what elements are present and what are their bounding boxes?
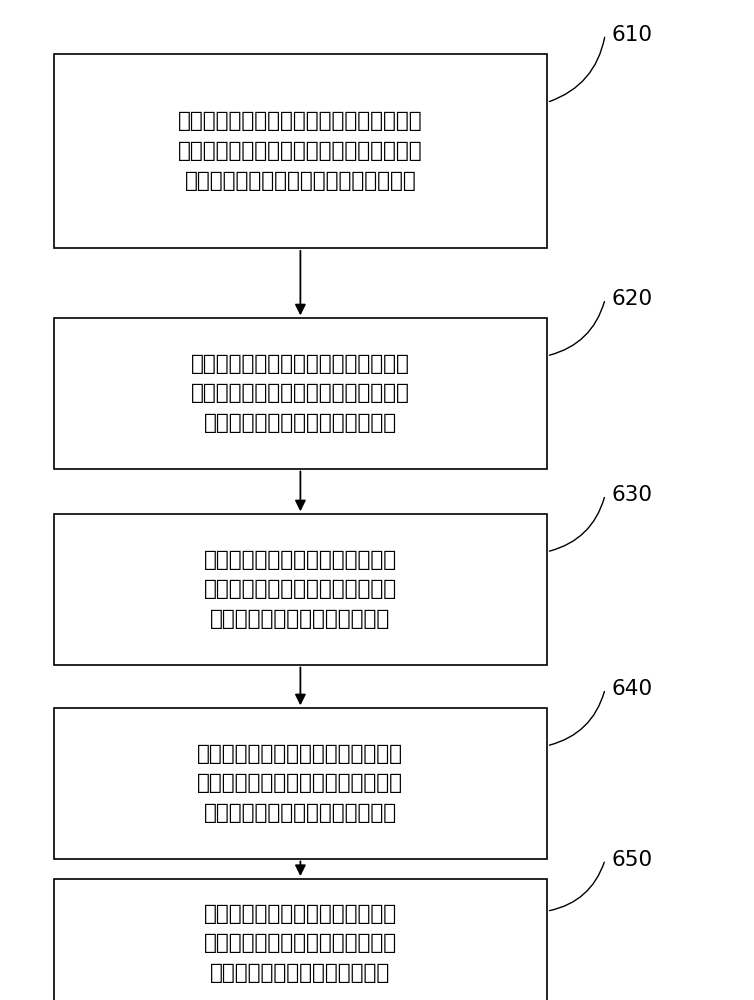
FancyBboxPatch shape (54, 708, 547, 859)
FancyBboxPatch shape (54, 514, 547, 665)
Text: 620: 620 (611, 289, 653, 309)
Text: 根据当前充电桩可用功率信息与处于以
当前充电桩可用功率信息进行充电的能
源车的当前车辆功率信息进行分析: 根据当前充电桩可用功率信息与处于以 当前充电桩可用功率信息进行充电的能 源车的当… (191, 354, 410, 433)
FancyBboxPatch shape (54, 879, 547, 1000)
Text: 根据能源车的电量信息判断当前接入充电桩
的能源车是否完成充电，若任意一辆能源车
完成充电；则切断已经完成充电的能源车: 根据能源车的电量信息判断当前接入充电桩 的能源车是否完成充电，若任意一辆能源车 … (178, 111, 423, 191)
Text: 610: 610 (611, 25, 653, 45)
Text: 若当前充电桩可用功率信息等于当
前车辆功率信息，充电桩根据当前
车辆功率信息以对该能源车充电: 若当前充电桩可用功率信息等于当 前车辆功率信息，充电桩根据当前 车辆功率信息以对… (204, 550, 397, 629)
Text: 若当前充电桩可用功率信息小于当前
车辆功率信息，充电桩根据当前充电
桩可用功率信息以对该能源车充电: 若当前充电桩可用功率信息小于当前 车辆功率信息，充电桩根据当前充电 桩可用功率信… (198, 744, 403, 823)
FancyBboxPatch shape (54, 54, 547, 248)
Text: 640: 640 (611, 679, 653, 699)
Text: 650: 650 (611, 850, 653, 870)
FancyBboxPatch shape (54, 318, 547, 469)
Text: 若当前充电桩可用功率信息大于当
前车辆功率信息，充电桩根据当前
车辆功率信息以对该能源车充电: 若当前充电桩可用功率信息大于当 前车辆功率信息，充电桩根据当前 车辆功率信息以对… (204, 904, 397, 983)
Text: 630: 630 (611, 485, 653, 505)
